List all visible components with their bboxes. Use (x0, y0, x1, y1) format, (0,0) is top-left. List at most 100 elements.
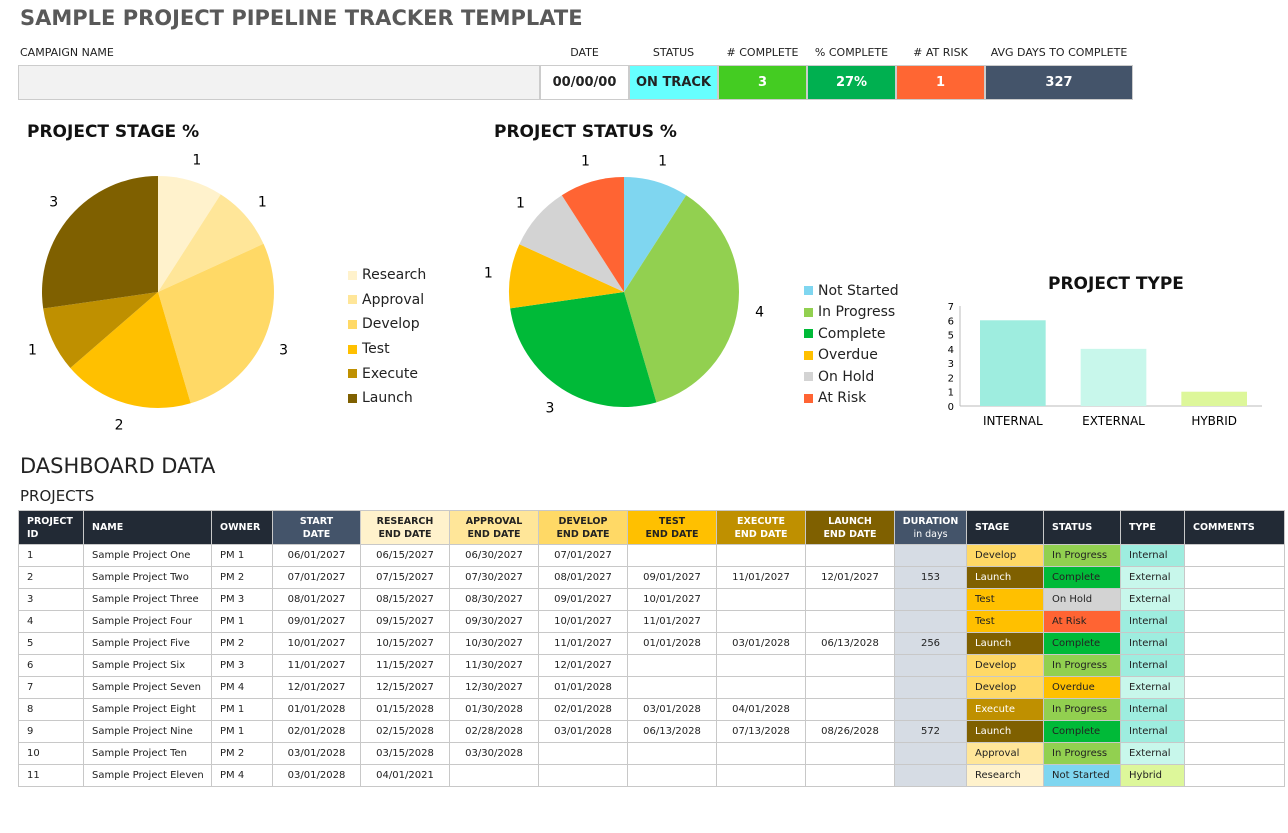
start-date-cell[interactable]: 07/01/2027 (272, 566, 361, 589)
launch-end-cell[interactable] (805, 544, 895, 567)
status-cell[interactable]: In Progress (1043, 698, 1121, 721)
status-cell[interactable]: On Hold (1043, 588, 1121, 611)
type-cell[interactable]: External (1120, 676, 1185, 699)
status-cell[interactable]: In Progress (1043, 742, 1121, 765)
name-cell[interactable]: Sample Project Two (83, 566, 212, 589)
type-cell[interactable]: External (1120, 588, 1185, 611)
type-cell[interactable]: Internal (1120, 654, 1185, 677)
status-cell[interactable]: Overdue (1043, 676, 1121, 699)
develop-end-cell[interactable]: 07/01/2027 (538, 544, 628, 567)
start-date-cell[interactable]: 08/01/2027 (272, 588, 361, 611)
stage-cell[interactable]: Develop (966, 654, 1044, 677)
test-end-cell[interactable]: 11/01/2027 (627, 610, 717, 633)
id-cell[interactable]: 8 (18, 698, 84, 721)
test-end-cell[interactable] (627, 676, 717, 699)
approval-end-cell[interactable]: 06/30/2027 (449, 544, 539, 567)
research-end-cell[interactable]: 09/15/2027 (360, 610, 450, 633)
comments-cell[interactable] (1184, 544, 1285, 567)
comments-cell[interactable] (1184, 588, 1285, 611)
duration-cell[interactable] (894, 610, 967, 633)
approval-end-cell[interactable]: 09/30/2027 (449, 610, 539, 633)
duration-cell[interactable]: 572 (894, 720, 967, 743)
stage-cell[interactable]: Develop (966, 544, 1044, 567)
name-cell[interactable]: Sample Project Five (83, 632, 212, 655)
execute-end-cell[interactable]: 03/01/2028 (716, 632, 806, 655)
type-cell[interactable]: External (1120, 742, 1185, 765)
start-date-cell[interactable]: 03/01/2028 (272, 742, 361, 765)
owner-cell[interactable]: PM 1 (211, 698, 273, 721)
duration-cell[interactable] (894, 544, 967, 567)
execute-end-cell[interactable] (716, 742, 806, 765)
launch-end-cell[interactable] (805, 676, 895, 699)
launch-end-cell[interactable]: 06/13/2028 (805, 632, 895, 655)
duration-cell[interactable]: 256 (894, 632, 967, 655)
duration-cell[interactable] (894, 654, 967, 677)
comments-cell[interactable] (1184, 610, 1285, 633)
execute-end-cell[interactable] (716, 588, 806, 611)
duration-cell[interactable] (894, 676, 967, 699)
test-end-cell[interactable] (627, 742, 717, 765)
test-end-cell[interactable]: 03/01/2028 (627, 698, 717, 721)
approval-end-cell[interactable]: 03/30/2028 (449, 742, 539, 765)
execute-end-cell[interactable]: 04/01/2028 (716, 698, 806, 721)
execute-end-cell[interactable] (716, 764, 806, 787)
research-end-cell[interactable]: 06/15/2027 (360, 544, 450, 567)
approval-end-cell[interactable]: 10/30/2027 (449, 632, 539, 655)
develop-end-cell[interactable]: 03/01/2028 (538, 720, 628, 743)
owner-cell[interactable]: PM 1 (211, 720, 273, 743)
type-cell[interactable]: External (1120, 566, 1185, 589)
id-cell[interactable]: 3 (18, 588, 84, 611)
launch-end-cell[interactable] (805, 742, 895, 765)
develop-end-cell[interactable]: 09/01/2027 (538, 588, 628, 611)
approval-end-cell[interactable] (449, 764, 539, 787)
launch-end-cell[interactable] (805, 654, 895, 677)
owner-cell[interactable]: PM 2 (211, 632, 273, 655)
name-cell[interactable]: Sample Project One (83, 544, 212, 567)
start-date-cell[interactable]: 10/01/2027 (272, 632, 361, 655)
stage-cell[interactable]: Launch (966, 632, 1044, 655)
stage-cell[interactable]: Approval (966, 742, 1044, 765)
execute-end-cell[interactable] (716, 676, 806, 699)
status-cell[interactable]: In Progress (1043, 544, 1121, 567)
test-end-cell[interactable] (627, 654, 717, 677)
comments-cell[interactable] (1184, 632, 1285, 655)
name-cell[interactable]: Sample Project Three (83, 588, 212, 611)
type-cell[interactable]: Internal (1120, 632, 1185, 655)
id-cell[interactable]: 9 (18, 720, 84, 743)
research-end-cell[interactable]: 04/01/2021 (360, 764, 450, 787)
start-date-cell[interactable]: 11/01/2027 (272, 654, 361, 677)
id-cell[interactable]: 11 (18, 764, 84, 787)
start-date-cell[interactable]: 03/01/2028 (272, 764, 361, 787)
approval-end-cell[interactable]: 11/30/2027 (449, 654, 539, 677)
launch-end-cell[interactable] (805, 698, 895, 721)
research-end-cell[interactable]: 03/15/2028 (360, 742, 450, 765)
name-cell[interactable]: Sample Project Six (83, 654, 212, 677)
comments-cell[interactable] (1184, 654, 1285, 677)
launch-end-cell[interactable] (805, 610, 895, 633)
test-end-cell[interactable] (627, 544, 717, 567)
approval-end-cell[interactable]: 07/30/2027 (449, 566, 539, 589)
start-date-cell[interactable]: 02/01/2028 (272, 720, 361, 743)
execute-end-cell[interactable]: 07/13/2028 (716, 720, 806, 743)
comments-cell[interactable] (1184, 676, 1285, 699)
develop-end-cell[interactable]: 08/01/2027 (538, 566, 628, 589)
research-end-cell[interactable]: 07/15/2027 (360, 566, 450, 589)
type-cell[interactable]: Internal (1120, 698, 1185, 721)
duration-cell[interactable] (894, 742, 967, 765)
id-cell[interactable]: 6 (18, 654, 84, 677)
develop-end-cell[interactable]: 12/01/2027 (538, 654, 628, 677)
type-cell[interactable]: Internal (1120, 720, 1185, 743)
status-cell[interactable]: At Risk (1043, 610, 1121, 633)
owner-cell[interactable]: PM 3 (211, 588, 273, 611)
owner-cell[interactable]: PM 2 (211, 566, 273, 589)
id-cell[interactable]: 7 (18, 676, 84, 699)
develop-end-cell[interactable]: 01/01/2028 (538, 676, 628, 699)
name-cell[interactable]: Sample Project Ten (83, 742, 212, 765)
owner-cell[interactable]: PM 4 (211, 676, 273, 699)
approval-end-cell[interactable]: 08/30/2027 (449, 588, 539, 611)
name-cell[interactable]: Sample Project Seven (83, 676, 212, 699)
approval-end-cell[interactable]: 01/30/2028 (449, 698, 539, 721)
stage-cell[interactable]: Launch (966, 566, 1044, 589)
launch-end-cell[interactable] (805, 764, 895, 787)
develop-end-cell[interactable]: 10/01/2027 (538, 610, 628, 633)
